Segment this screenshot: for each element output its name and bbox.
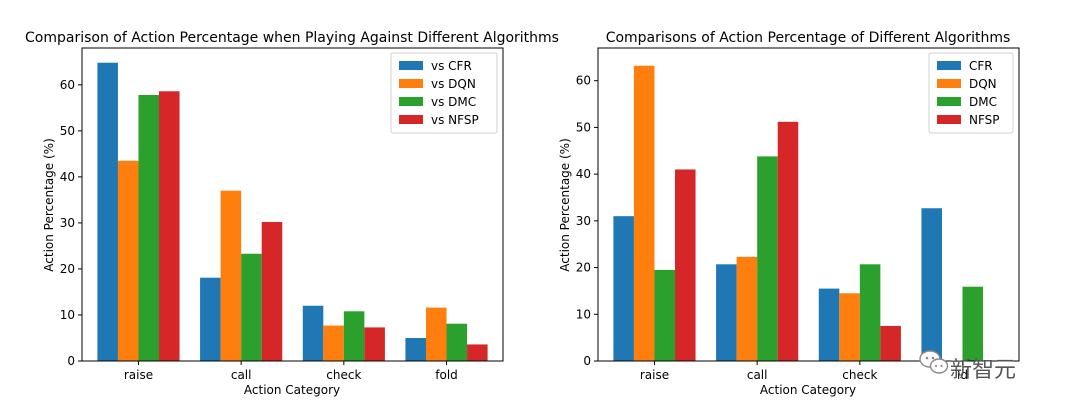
left-chart-legend-label: vs CFR <box>431 59 472 73</box>
right-chart-y-tick-label: 30 <box>576 214 591 228</box>
left-chart-y-tick-label: 40 <box>60 170 75 184</box>
right-chart-bar-nfsp-check <box>880 325 901 361</box>
right-chart-bar-dmc-call <box>757 156 778 361</box>
right-chart-bar-cfr-ld <box>921 208 942 361</box>
right-chart-legend-swatch <box>937 79 961 88</box>
left-chart-bar-vs-nfsp-raise <box>159 91 180 362</box>
left-chart-y-tick-label: 0 <box>67 354 75 368</box>
right-chart-legend-label: CFR <box>969 59 993 73</box>
left-chart-bar-vs-dmc-raise <box>138 94 160 361</box>
right-chart-x-ticks: raise call check ld <box>640 361 968 382</box>
right-chart-bar-cfr-raise <box>613 216 634 361</box>
left-chart-frame <box>81 47 504 362</box>
right-chart-legend-label: NFSP <box>969 113 1000 127</box>
right-chart-bar-nfsp-call <box>777 121 799 361</box>
right-chart: Comparisons of Action Percentage of Diff… <box>558 30 1020 397</box>
right-chart-bar-cfr-call <box>716 264 737 361</box>
right-chart-x-label: Action Category <box>760 383 856 397</box>
left-chart-y-tick-label: 20 <box>60 262 75 276</box>
left-chart-legend-swatch <box>399 115 423 124</box>
watermark-text: 新智元 <box>950 358 1016 383</box>
right-chart-x-tick-label: raise <box>640 368 669 382</box>
left-chart-bar-vs-dqn-fold <box>425 307 447 361</box>
watermark: 新智元 <box>919 350 1016 383</box>
left-chart-legend-swatch <box>399 79 423 88</box>
left-chart-x-tick-label: check <box>326 368 361 382</box>
right-chart-frame <box>597 47 1020 362</box>
left-chart: Comparison of Action Percentage when Pla… <box>25 30 559 397</box>
left-chart-x-tick-label: raise <box>124 368 153 382</box>
right-chart-title: Comparisons of Action Percentage of Diff… <box>606 30 1011 46</box>
right-chart-bar-dmc-raise <box>654 269 676 361</box>
left-chart-title: Comparison of Action Percentage when Pla… <box>25 30 559 46</box>
left-chart-bar-vs-nfsp-fold <box>467 344 488 361</box>
left-chart-bar-vs-cfr-fold <box>405 337 426 361</box>
right-chart-legend-label: DQN <box>969 77 997 91</box>
left-chart-y-tick-label: 50 <box>60 124 75 138</box>
left-chart-legend: vs CFR vs DQN vs DMC vs NFSP <box>390 52 498 134</box>
right-chart-bar-dqn-check <box>839 293 860 361</box>
right-chart-bar-nfsp-raise <box>675 169 696 361</box>
left-chart-bar-vs-dmc-call <box>241 253 262 361</box>
right-chart-y-tick-label: 0 <box>583 354 591 368</box>
right-chart-x-tick-label: check <box>842 368 877 382</box>
right-chart-legend-box <box>928 52 1014 134</box>
left-chart-bar-vs-dqn-call <box>220 190 242 361</box>
right-chart-legend-swatch <box>937 97 961 106</box>
right-chart-bars <box>613 65 984 361</box>
left-chart-bar-vs-nfsp-call <box>261 221 283 361</box>
right-chart-y-tick-label: 20 <box>576 261 591 275</box>
right-chart-bar-cfr-check <box>818 288 840 361</box>
right-chart-legend-label: DMC <box>969 95 997 109</box>
left-chart-legend-label: vs DMC <box>431 95 476 109</box>
left-chart-bars <box>97 62 488 362</box>
left-chart-y-ticks: 0 10 20 30 40 50 60 <box>60 78 82 368</box>
left-chart-legend-swatch <box>399 61 423 70</box>
right-chart-y-tick-label: 40 <box>576 167 591 181</box>
left-chart-x-ticks: raise call check fold <box>124 361 458 382</box>
left-chart-x-tick-label: call <box>231 368 252 382</box>
left-chart-legend-swatch <box>399 97 423 106</box>
right-chart-y-tick-label: 50 <box>576 120 591 134</box>
left-chart-legend-label: vs DQN <box>431 77 476 91</box>
left-chart-bar-vs-dmc-check <box>343 311 365 361</box>
left-chart-y-label: Action Percentage (%) <box>42 138 56 271</box>
right-chart-bar-dmc-check <box>859 264 881 361</box>
right-chart-legend-swatch <box>937 61 961 70</box>
left-chart-bar-vs-cfr-check <box>302 305 324 361</box>
left-chart-bar-vs-nfsp-check <box>364 327 385 361</box>
right-chart-legend: CFR DQN DMC NFSP <box>928 52 1014 134</box>
left-chart-y-tick-label: 30 <box>60 216 75 230</box>
right-chart-bar-dmc-ld <box>962 286 984 361</box>
left-chart-x-tick-label: fold <box>435 368 458 382</box>
right-chart-y-tick-label: 60 <box>576 74 591 88</box>
right-chart-x-tick-label: call <box>747 368 768 382</box>
wechat-icon <box>919 350 949 374</box>
right-chart-bar-dqn-call <box>736 256 758 361</box>
left-chart-bar-vs-cfr-call <box>200 277 221 361</box>
left-chart-bar-vs-dqn-check <box>323 325 344 361</box>
right-chart-x-tick-label: ld <box>957 368 968 382</box>
left-chart-bar-vs-dqn-raise <box>117 160 139 361</box>
left-chart-y-tick-label: 10 <box>60 308 75 322</box>
left-chart-bar-vs-dmc-fold <box>446 323 468 361</box>
right-chart-y-ticks: 0 10 20 30 40 50 60 <box>576 74 598 368</box>
left-chart-bar-vs-cfr-raise <box>97 62 118 361</box>
right-chart-legend-swatch <box>937 115 961 124</box>
left-chart-legend-box <box>390 52 498 134</box>
right-chart-bar-dqn-raise <box>633 65 655 361</box>
right-chart-y-tick-label: 10 <box>576 307 591 321</box>
left-chart-legend-label: vs NFSP <box>431 113 479 127</box>
right-chart-y-label: Action Percentage (%) <box>558 138 572 271</box>
left-chart-y-tick-label: 60 <box>60 78 75 92</box>
left-chart-x-label: Action Category <box>244 383 340 397</box>
